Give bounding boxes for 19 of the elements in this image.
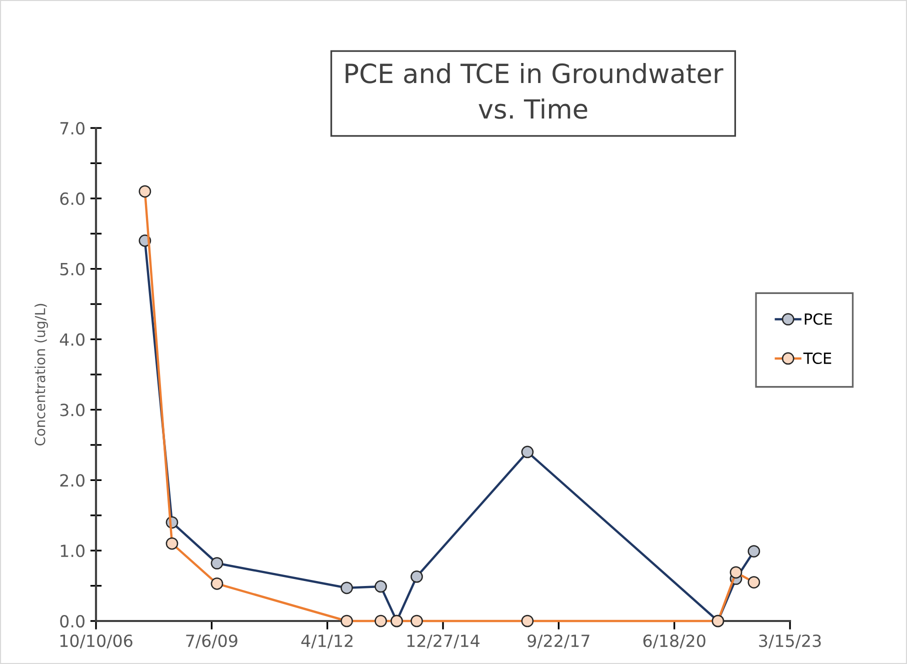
y-tick-label: 3.0	[60, 404, 84, 416]
chart-title: PCE and TCE in Groundwater vs. Time	[346, 62, 724, 119]
y-tick-label: 0.0	[60, 614, 84, 628]
y-tick-label: 4.0	[60, 333, 84, 346]
x-tick-label: 6/18/20	[643, 634, 706, 648]
y-axis-title: Concentration (ug/L)	[34, 304, 48, 446]
x-tick-label: 10/10/06	[60, 634, 132, 648]
y-tick-label: 1.0	[60, 544, 84, 558]
legend-label: TCE	[803, 352, 832, 364]
x-tick-label: 4/1/12	[301, 634, 352, 648]
legend-label: PCE	[804, 313, 832, 325]
x-tick-label: 9/22/17	[528, 634, 590, 648]
y-tick-label: 5.0	[60, 262, 84, 276]
x-tick-label: 12/27/14	[407, 634, 480, 648]
y-tick-label: 6.0	[60, 192, 84, 205]
y-tick-label: 7.0	[60, 122, 84, 135]
x-tick-label: 3/15/23	[759, 634, 821, 648]
y-tick-label: 2.0	[60, 474, 84, 487]
x-tick-label: 7/6/09	[186, 634, 238, 648]
